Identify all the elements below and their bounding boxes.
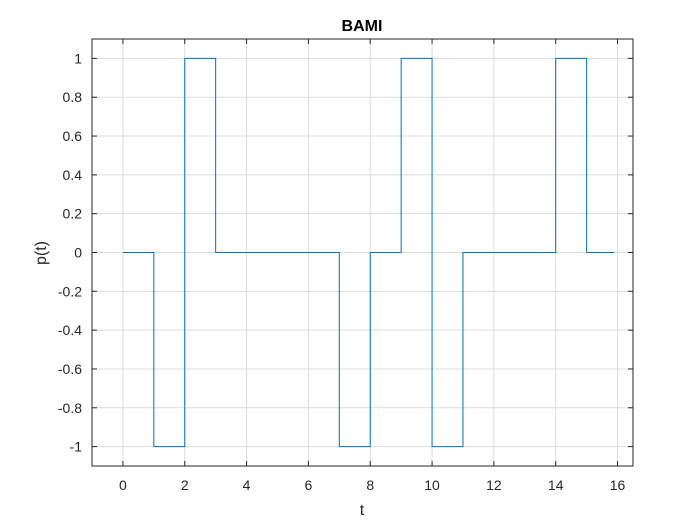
x-tick-label: 0 xyxy=(119,477,127,493)
y-tick-label: 0.2 xyxy=(63,206,83,222)
x-tick-label: 14 xyxy=(548,477,564,493)
x-tick-label: 2 xyxy=(181,477,189,493)
y-tick-label: -0.4 xyxy=(58,322,82,338)
x-tick-label: 6 xyxy=(305,477,313,493)
x-tick-label: 10 xyxy=(424,477,440,493)
y-tick-labels: -1 -0.8 -0.6 -0.4 -0.2 0 0.2 0.4 0.6 0.8 1 xyxy=(58,50,82,454)
y-tick-label: 0.6 xyxy=(63,128,83,144)
y-tick-label: -1 xyxy=(70,439,83,455)
y-tick-label: 0 xyxy=(74,245,82,261)
y-tick-label: -0.8 xyxy=(58,400,82,416)
y-tick-label: -0.2 xyxy=(58,283,82,299)
chart-title: BAMI xyxy=(342,18,383,35)
x-tick-label: 8 xyxy=(366,477,374,493)
series-layer xyxy=(122,57,615,448)
y-tick-label: 1 xyxy=(74,50,82,66)
series-line xyxy=(122,57,615,448)
y-tick-label: 0.8 xyxy=(63,89,83,105)
y-tick-label: 0.4 xyxy=(63,167,83,183)
x-tick-labels: 0 2 4 6 8 10 12 14 16 xyxy=(119,477,626,493)
y-axis-label: p(t) xyxy=(33,241,50,265)
x-tick-label: 12 xyxy=(486,477,502,493)
x-tick-label: 16 xyxy=(610,477,626,493)
y-tick-label: -0.6 xyxy=(58,361,82,377)
x-axis-label: t xyxy=(360,502,365,519)
x-tick-label: 4 xyxy=(243,477,251,493)
tick-marks xyxy=(92,39,633,466)
